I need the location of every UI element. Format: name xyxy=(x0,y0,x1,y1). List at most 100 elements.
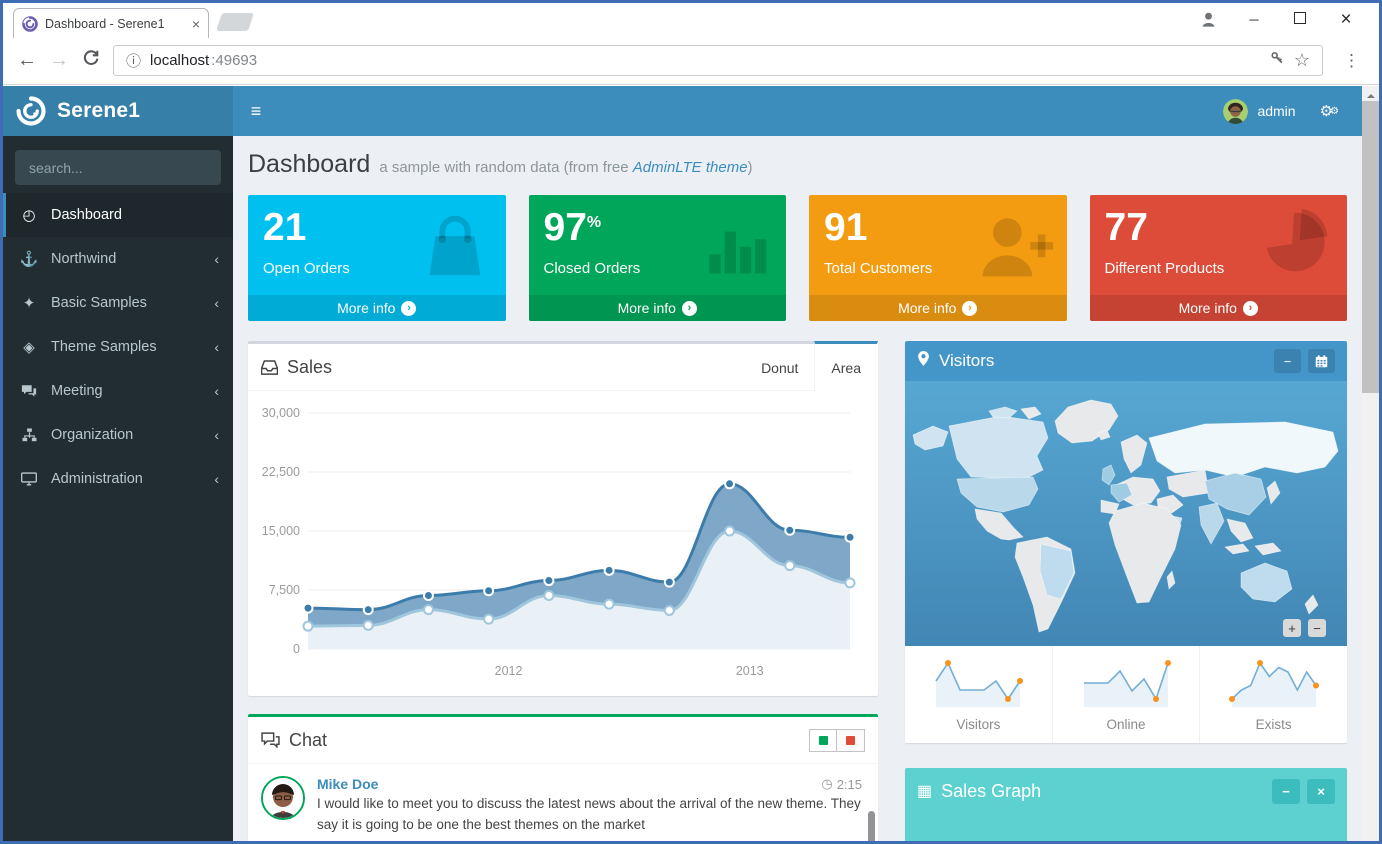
chat-scrollbar-thumb[interactable] xyxy=(868,811,875,841)
sales-box-header: Sales Donut Area xyxy=(248,341,878,391)
info-box-row: 21 Open Orders More info › 97% Closed Or… xyxy=(248,195,1347,321)
minimize-button[interactable]: ─ xyxy=(1249,11,1259,27)
inbox-icon xyxy=(261,359,278,375)
svg-text:15,000: 15,000 xyxy=(262,524,300,538)
sidebar-item-label: Dashboard xyxy=(51,207,122,223)
calendar-button[interactable] xyxy=(1308,349,1335,373)
user-name: admin xyxy=(1257,103,1296,119)
more-info-link[interactable]: More info › xyxy=(528,295,786,321)
user-avatar xyxy=(1223,98,1249,124)
new-tab-button[interactable] xyxy=(216,13,254,31)
sidebar-item-dashboard[interactable]: ◴ Dashboard xyxy=(3,193,233,237)
sales-box-title: Sales xyxy=(287,356,333,377)
url-host: localhost xyxy=(150,52,210,69)
map-zoom-in-button[interactable]: + xyxy=(1283,619,1301,637)
chat-red-toggle-button[interactable] xyxy=(837,728,865,752)
info-box-label: Total Customers xyxy=(824,260,933,277)
shopping-bag-icon xyxy=(416,205,494,288)
comments-icon xyxy=(19,383,39,400)
page-scrollbar[interactable] xyxy=(1362,86,1379,841)
message-avatar xyxy=(261,776,305,820)
sales-graph-box: ▦ Sales Graph − × 20,000 xyxy=(905,768,1347,841)
tab-close-icon[interactable]: × xyxy=(191,15,200,32)
sparkline-label: Visitors xyxy=(956,717,1001,732)
forward-icon[interactable]: → xyxy=(49,49,69,71)
chevron-left-icon: ‹ xyxy=(214,383,219,399)
sitemap-icon xyxy=(19,427,39,444)
svg-text:2012: 2012 xyxy=(495,664,523,678)
brand-logo[interactable]: Serene1 xyxy=(3,86,233,136)
content-header: Dashboard a sample with random data (fro… xyxy=(248,146,1347,195)
arrow-circle-right-icon: › xyxy=(962,300,978,316)
more-info-link[interactable]: More info › xyxy=(1089,295,1347,321)
clock-icon: ◷ xyxy=(821,776,833,791)
address-bar[interactable]: ⓘ localhost :49693 ☆ xyxy=(113,45,1323,76)
sidebar-item-label: Basic Samples xyxy=(51,295,147,311)
sidebar-item-organization[interactable]: Organization ‹ xyxy=(3,413,233,457)
bookmark-star-icon[interactable]: ☆ xyxy=(1293,50,1310,70)
y-axis-tick: 20,000 xyxy=(929,840,966,841)
collapse-minus-button[interactable]: − xyxy=(1274,349,1301,373)
collapse-minus-button[interactable]: − xyxy=(1272,778,1300,804)
tab-area[interactable]: Area xyxy=(814,341,878,391)
chat-color-buttons xyxy=(809,728,865,752)
close-x-button[interactable]: × xyxy=(1307,778,1335,804)
sales-area-chart-svg: 0 7,500 15,000 22,500 30,000 2012 2013 xyxy=(262,406,856,678)
close-window-button[interactable]: × xyxy=(1340,8,1352,30)
more-info-link[interactable]: More info › xyxy=(248,295,506,321)
info-box-different-products: 77 Different Products More info › xyxy=(1089,195,1347,321)
search-input[interactable] xyxy=(27,158,212,177)
diamond-icon: ◈ xyxy=(23,339,35,356)
settings-gears-icon[interactable]: ⚙ ⚙ xyxy=(1319,103,1339,120)
map-zoom-out-button[interactable]: − xyxy=(1308,619,1326,637)
chat-green-toggle-button[interactable] xyxy=(809,728,837,752)
sparkline-label: Exists xyxy=(1255,717,1292,732)
sales-box: Sales Donut Area 0 7,500 15,000 22,500 30,00… xyxy=(248,341,878,696)
sales-area-chart: 0 7,500 15,000 22,500 30,000 2012 2013 xyxy=(248,391,878,696)
sidebar-search[interactable] xyxy=(15,150,221,185)
tachometer-icon: ◴ xyxy=(22,207,36,224)
back-icon[interactable]: ← xyxy=(17,49,37,71)
sales-graph-title: Sales Graph xyxy=(941,780,1042,801)
bar-chart-icon xyxy=(698,205,774,286)
brand-name: Serene1 xyxy=(57,99,141,122)
th-grid-icon: ▦ xyxy=(917,783,933,800)
sidebar-item-label: Northwind xyxy=(51,251,117,267)
tab-donut[interactable]: Donut xyxy=(761,359,799,376)
info-box-total-customers: 91 Total Customers More info › xyxy=(809,195,1067,321)
refresh-icon[interactable] xyxy=(75,49,107,73)
page-info-icon[interactable]: ⓘ xyxy=(126,53,142,70)
world-map[interactable]: + − xyxy=(905,381,1347,646)
sales-chart-tabs: Donut Area xyxy=(745,341,878,391)
sidebar-item-administration[interactable]: Administration ‹ xyxy=(3,457,233,501)
svg-text:22,500: 22,500 xyxy=(262,465,300,479)
info-box-value: 91 xyxy=(824,206,868,249)
browser-menu-icon[interactable]: ⋮ xyxy=(1343,50,1361,70)
more-info-link[interactable]: More info › xyxy=(809,295,1067,321)
visitors-box-title: Visitors xyxy=(939,351,995,370)
url-port: :49693 xyxy=(211,52,258,69)
scrollbar-up-arrow-icon[interactable] xyxy=(1366,90,1375,98)
scrollbar-thumb[interactable] xyxy=(1362,101,1379,393)
page-subtitle: a sample with random data (from free Adm… xyxy=(379,159,753,176)
visitors-box: Visitors − xyxy=(905,341,1347,743)
sidebar-item-theme-samples[interactable]: ◈ Theme Samples ‹ xyxy=(3,325,233,369)
sidebar-item-northwind[interactable]: ⚓ Northwind ‹ xyxy=(3,237,233,281)
sidebar-item-meeting[interactable]: Meeting ‹ xyxy=(3,369,233,413)
user-menu[interactable]: admin xyxy=(1209,86,1309,136)
profile-person-icon[interactable] xyxy=(1185,10,1231,29)
maximize-button[interactable] xyxy=(1277,11,1323,27)
adminlte-theme-link[interactable]: AdminLTE theme xyxy=(632,159,748,176)
message-author-link[interactable]: Mike Doe xyxy=(317,776,379,792)
svg-text:0: 0 xyxy=(293,642,300,656)
sidebar-toggle-hamburger-icon[interactable]: ≡ xyxy=(250,100,262,121)
sidebar-item-basic-samples[interactable]: ✦ Basic Samples ‹ xyxy=(3,281,233,325)
sidebar-item-label: Administration xyxy=(51,471,143,487)
browser-tab[interactable]: Dashboard - Serene1 × xyxy=(13,8,209,38)
key-icon[interactable] xyxy=(1270,51,1285,71)
info-box-value: 21 xyxy=(263,206,307,249)
pie-chart-icon xyxy=(1257,205,1335,288)
world-map-svg xyxy=(912,399,1339,633)
sidebar-item-label: Theme Samples xyxy=(51,339,157,355)
chevron-left-icon: ‹ xyxy=(214,339,219,355)
